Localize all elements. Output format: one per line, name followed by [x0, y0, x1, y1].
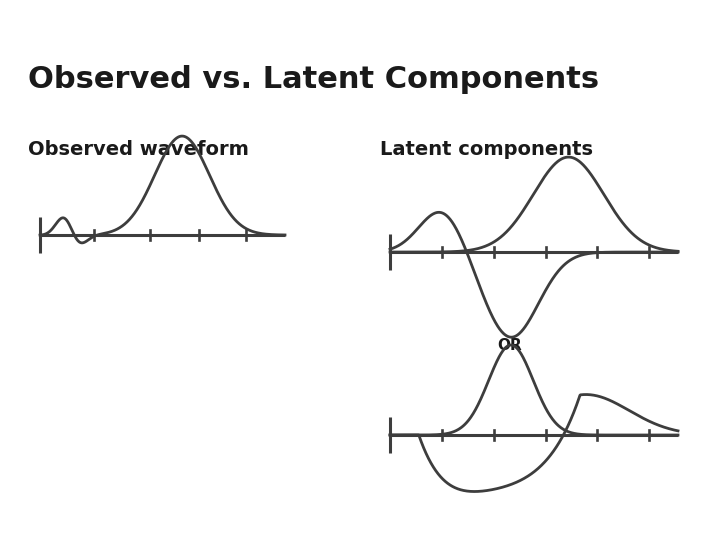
Text: Latent components: Latent components — [380, 140, 593, 159]
Text: OR: OR — [498, 338, 523, 353]
Text: Observed vs. Latent Components: Observed vs. Latent Components — [28, 65, 599, 94]
Text: Observed waveform: Observed waveform — [28, 140, 249, 159]
Text: ♖UCL: ♖UCL — [644, 9, 702, 26]
